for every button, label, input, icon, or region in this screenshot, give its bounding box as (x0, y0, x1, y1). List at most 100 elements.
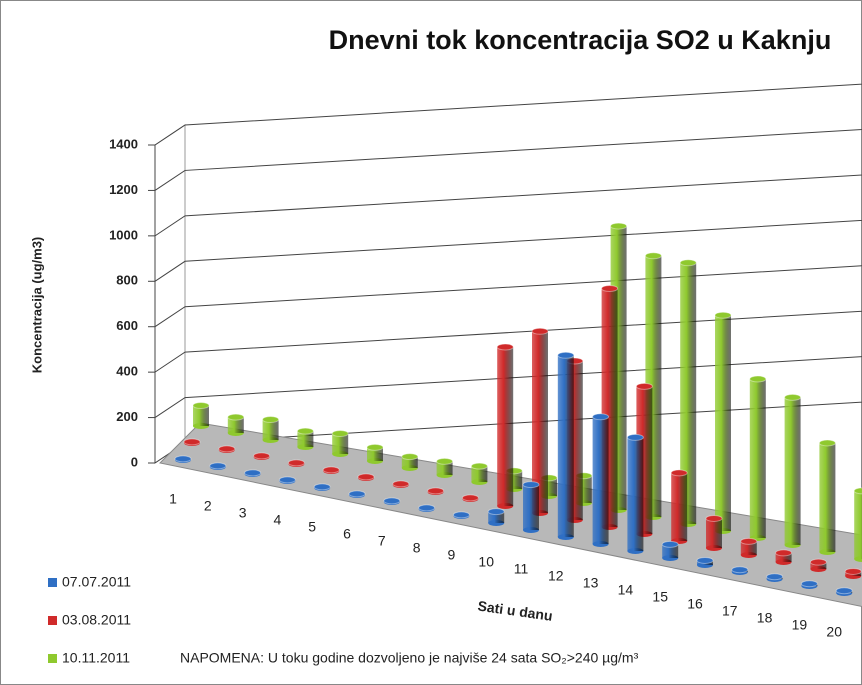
cylinder-top (601, 285, 619, 292)
legend-label: 07.07.2011 (62, 574, 131, 590)
x-tick-label: 16 (687, 596, 703, 612)
y-tick-label: 1400 (109, 136, 138, 151)
bar (810, 562, 827, 569)
cylinder-top (461, 494, 479, 502)
cylinder-top (661, 540, 679, 548)
cylinder-top (731, 566, 749, 574)
cylinder-top (818, 439, 836, 447)
cylinder-top (209, 462, 227, 470)
bar (784, 397, 801, 545)
legend-swatch (48, 578, 57, 587)
x-tick-label: 2 (204, 498, 212, 514)
bar (488, 511, 505, 523)
cylinder-top (853, 487, 862, 495)
legend-swatch (48, 654, 57, 663)
cylinder-top (244, 469, 262, 477)
legend-label: 10.11.2011 (62, 650, 130, 666)
cylinder-top (348, 490, 366, 498)
bar (749, 379, 766, 538)
x-tick-label: 18 (757, 610, 773, 626)
side-wall (154, 124, 186, 464)
x-tick-label: 11 (514, 561, 529, 577)
bar (740, 541, 757, 555)
bar (557, 355, 574, 537)
bar (592, 416, 609, 544)
y-tick-label: 1000 (109, 227, 138, 242)
grid-line (154, 174, 862, 237)
bar (775, 552, 792, 562)
legend-label: 03.08.2011 (62, 612, 131, 628)
bar (680, 262, 697, 524)
x-tick-label: 7 (378, 533, 386, 549)
bar (671, 472, 688, 541)
x-tick-label: 5 (308, 519, 316, 535)
x-tick-label: 13 (583, 575, 599, 591)
x-tick-label: 4 (274, 512, 282, 528)
cylinder-top (227, 413, 245, 421)
grid-line (154, 219, 862, 282)
legend-swatch (48, 616, 57, 625)
grid-line (154, 83, 862, 146)
cylinder-top (740, 537, 758, 545)
cylinder-top (401, 453, 419, 461)
cylinder-top (784, 393, 802, 401)
y-tick-label: 400 (116, 364, 138, 379)
y-tick-label: 600 (116, 318, 138, 333)
bar (715, 315, 731, 531)
x-tick-label: 10 (478, 554, 494, 570)
y-tick-label: 800 (116, 273, 138, 288)
x-tick-label: 15 (652, 589, 668, 605)
x-tick-label: 12 (548, 568, 564, 584)
cylinder-top (418, 504, 436, 512)
cylinder-top (749, 375, 767, 383)
x-tick-label: 20 (826, 624, 842, 640)
cylinder-top (436, 457, 454, 465)
cylinder-top (427, 487, 445, 495)
bar (262, 419, 279, 440)
cylinder-top (679, 259, 697, 267)
cylinder-top (644, 252, 662, 260)
bar (332, 433, 349, 454)
cylinder-top (452, 511, 470, 519)
note: NAPOMENA: U toku godine dozvoljeno je na… (180, 650, 639, 666)
x-tick-label: 3 (239, 505, 247, 521)
cylinder-top (253, 452, 271, 460)
cylinder-top (366, 443, 384, 451)
x-tick-label: 17 (722, 603, 738, 619)
cylinder-top (496, 343, 514, 351)
cylinder-top (383, 497, 401, 505)
bar (854, 490, 862, 559)
cylinder-top (766, 573, 784, 581)
cylinder-top (775, 549, 793, 557)
cylinder-top (322, 466, 340, 474)
cylinder-top (696, 556, 714, 564)
x-tick-label: 9 (448, 547, 456, 563)
bar (367, 447, 383, 461)
cylinder-top (218, 445, 236, 453)
cylinder-top (800, 580, 818, 588)
cylinder-top (296, 427, 314, 435)
bar (662, 544, 679, 558)
cylinder-top (522, 481, 540, 489)
cylinder-top (313, 483, 331, 491)
cylinder-top (557, 351, 575, 359)
cylinder-top (635, 382, 653, 390)
cylinder-top (470, 462, 488, 470)
cylinder-top (670, 469, 688, 477)
cylinder-top (705, 514, 723, 522)
cylinder-top (809, 558, 827, 566)
chart-title: Dnevni tok koncentracija SO2 u Kaknju (329, 25, 832, 55)
cylinder-top (844, 567, 862, 575)
bar (532, 331, 548, 513)
x-tick-label: 1 (169, 491, 177, 507)
cylinder-top (531, 327, 549, 335)
cylinder-top (192, 402, 210, 410)
y-tick-label: 200 (116, 409, 138, 424)
y-tick-label: 0 (131, 454, 138, 469)
bar (627, 437, 644, 551)
bar (227, 417, 244, 433)
cylinder-top (357, 473, 375, 481)
cylinder-top (278, 476, 296, 484)
